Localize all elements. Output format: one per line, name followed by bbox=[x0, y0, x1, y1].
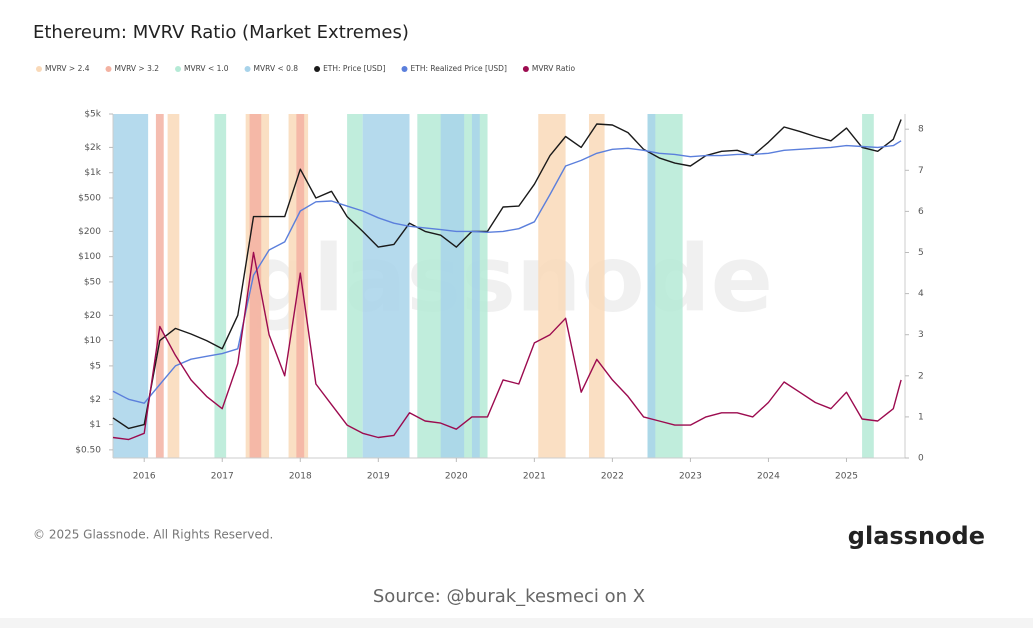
y2-tick-label: 5 bbox=[918, 248, 924, 258]
y-tick-label: $1k bbox=[84, 168, 101, 178]
y-tick-label: $50 bbox=[84, 277, 101, 287]
legend-label: MVRV > 3.2 bbox=[115, 64, 160, 73]
band bbox=[440, 114, 465, 458]
band bbox=[167, 114, 180, 458]
legend-label: ETH: Realized Price [USD] bbox=[411, 64, 507, 73]
chart-title: Ethereum: MVRV Ratio (Market Extremes) bbox=[33, 22, 409, 43]
band bbox=[155, 114, 164, 458]
legend-label: MVRV < 0.8 bbox=[254, 64, 299, 73]
band bbox=[113, 114, 149, 458]
y2-tick-label: 0 bbox=[918, 454, 924, 464]
y2-tick-label: 1 bbox=[918, 412, 924, 422]
y-tick-label: $200 bbox=[78, 227, 101, 237]
band bbox=[862, 114, 874, 458]
brand: glassnode bbox=[848, 522, 985, 550]
y-tick-label: $2 bbox=[90, 395, 101, 405]
series-line bbox=[112, 251, 902, 441]
band bbox=[538, 114, 566, 458]
legend-label: MVRV Ratio bbox=[532, 64, 576, 73]
band bbox=[471, 114, 480, 458]
x-tick-label: 2022 bbox=[601, 472, 624, 482]
y2-tick-label: 8 bbox=[918, 125, 924, 135]
band bbox=[214, 114, 227, 458]
y2-tick-label: 6 bbox=[918, 207, 924, 217]
y-tick-label: $5 bbox=[90, 361, 101, 371]
bottom-strip bbox=[0, 618, 1033, 628]
band bbox=[647, 114, 656, 458]
x-tick-label: 2023 bbox=[679, 472, 702, 482]
y-tick-label: $1 bbox=[90, 420, 101, 430]
y-tick-label: $10 bbox=[84, 336, 101, 346]
band bbox=[362, 114, 410, 458]
legend-marker bbox=[244, 66, 251, 72]
y-tick-label: $20 bbox=[84, 311, 101, 321]
legend-marker bbox=[522, 66, 529, 72]
band bbox=[588, 114, 605, 458]
y2-tick-label: 2 bbox=[918, 371, 924, 381]
y-tick-label: $500 bbox=[78, 193, 101, 203]
y-tick-label: $5k bbox=[84, 110, 101, 120]
x-tick-label: 2016 bbox=[133, 472, 156, 482]
legend-label: MVRV > 2.4 bbox=[45, 64, 90, 73]
watermark: glassnode bbox=[247, 225, 773, 332]
source: Source: @burak_kesmeci on X bbox=[373, 586, 645, 607]
y2-tick-label: 4 bbox=[918, 289, 924, 299]
legend-label: ETH: Price [USD] bbox=[323, 64, 386, 73]
x-tick-label: 2024 bbox=[757, 472, 780, 482]
y-tick-label: $0.50 bbox=[75, 445, 101, 455]
x-tick-label: 2018 bbox=[289, 472, 312, 482]
band bbox=[249, 114, 262, 458]
x-tick-label: 2021 bbox=[523, 472, 546, 482]
legend-marker bbox=[105, 66, 112, 72]
x-tick-label: 2025 bbox=[835, 472, 858, 482]
copyright: © 2025 Glassnode. All Rights Reserved. bbox=[33, 528, 273, 542]
y-tick-label: $100 bbox=[78, 252, 101, 262]
band bbox=[296, 114, 305, 458]
x-tick-label: 2017 bbox=[211, 472, 234, 482]
x-tick-label: 2019 bbox=[367, 472, 390, 482]
y-tick-label: $2k bbox=[84, 143, 101, 153]
y2-tick-label: 7 bbox=[918, 166, 924, 176]
legend-marker bbox=[401, 66, 408, 72]
legend-marker bbox=[314, 66, 321, 72]
y2-tick-label: 3 bbox=[918, 330, 924, 340]
x-tick-label: 2020 bbox=[445, 472, 468, 482]
series-line bbox=[112, 119, 902, 430]
legend-marker bbox=[175, 66, 182, 72]
legend-label: MVRV < 1.0 bbox=[184, 64, 229, 73]
band bbox=[347, 114, 363, 458]
legend-marker bbox=[36, 66, 42, 72]
